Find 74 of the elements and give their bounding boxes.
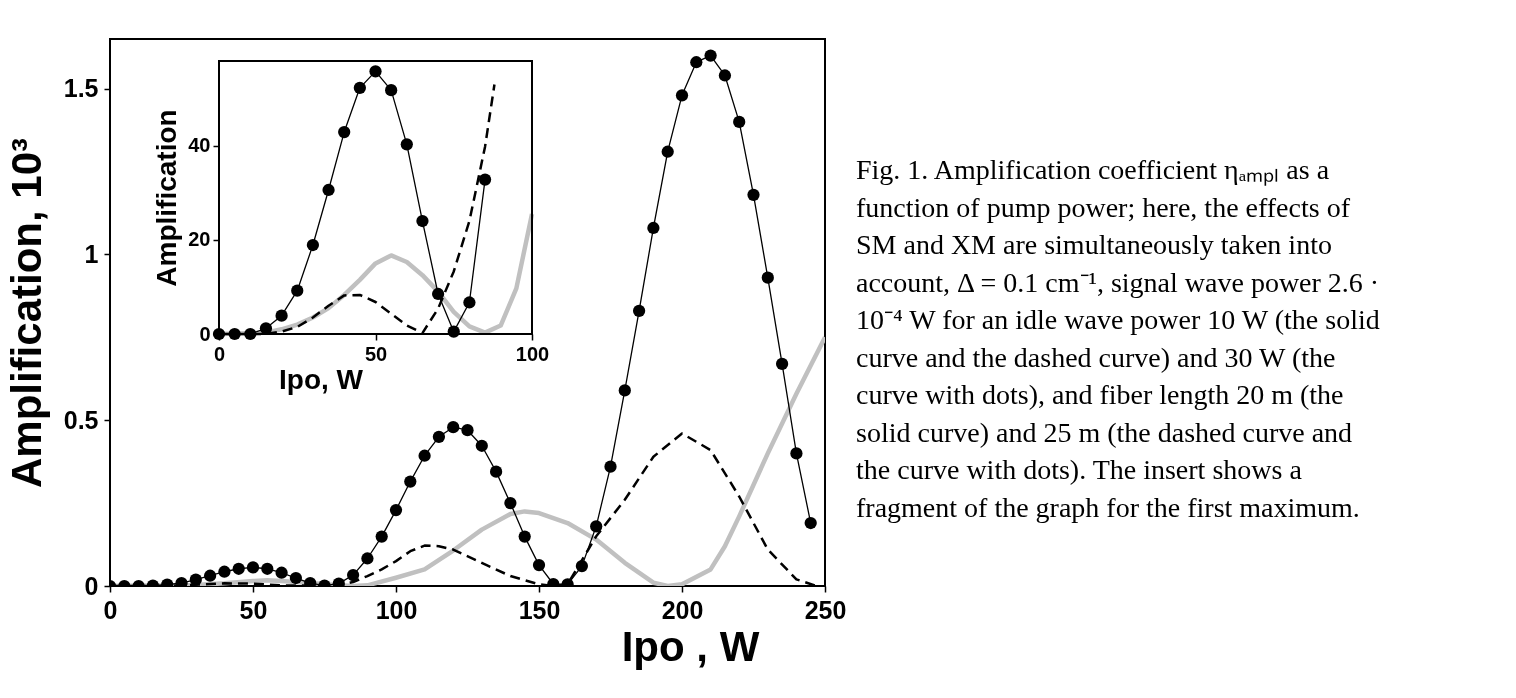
x-axis-title: Ipo , W [621, 622, 760, 670]
point [747, 188, 760, 201]
point [203, 569, 217, 582]
point [418, 449, 431, 462]
point [361, 552, 374, 565]
point [306, 238, 320, 252]
point [322, 183, 335, 197]
point [532, 559, 546, 572]
point [463, 296, 476, 309]
point [718, 69, 732, 82]
point [804, 516, 817, 530]
y-tick-label: 0 [84, 571, 99, 600]
y-axis-title: Amplification, 10³ [2, 137, 50, 489]
point [590, 520, 603, 533]
point [432, 430, 446, 443]
point [733, 115, 746, 128]
point [289, 571, 303, 585]
x-tick-label: 50 [364, 342, 388, 365]
x-tick-label: 200 [661, 595, 704, 624]
point [618, 384, 631, 397]
point [675, 89, 689, 102]
point [346, 568, 360, 582]
point [575, 560, 589, 573]
point [404, 475, 417, 488]
point [218, 565, 231, 578]
x-tick-label: 0 [213, 342, 226, 365]
point [369, 65, 382, 78]
y-tick-label: 0 [199, 322, 211, 345]
point [632, 304, 646, 317]
point [461, 424, 474, 437]
point [604, 460, 617, 473]
y-tick-label: 40 [188, 134, 211, 157]
point [389, 503, 403, 517]
point [275, 566, 288, 579]
y-axis-title: Amplification [151, 109, 183, 287]
y-tick-label: 1 [84, 239, 99, 268]
x-tick-label: 0 [103, 595, 118, 624]
x-axis-title: Ipo, W [279, 363, 364, 395]
point [478, 173, 492, 186]
point [353, 81, 366, 94]
point [447, 421, 460, 434]
x-tick-label: 100 [375, 595, 418, 624]
point [291, 284, 304, 297]
point [400, 138, 413, 151]
point [338, 125, 351, 139]
point [761, 271, 774, 284]
point [189, 573, 202, 586]
point [259, 322, 273, 335]
y-tick-label: 20 [188, 228, 211, 251]
point [647, 221, 660, 235]
point [690, 56, 703, 69]
point [246, 561, 260, 574]
point [261, 562, 274, 575]
y-tick-label: 0.5 [63, 405, 99, 434]
point [385, 84, 398, 97]
point [375, 530, 388, 543]
point [704, 49, 717, 62]
point [232, 562, 245, 575]
point [790, 447, 803, 460]
point [431, 287, 445, 301]
x-tick-label: 50 [239, 595, 268, 624]
point [518, 530, 531, 543]
y-tick-label: 1.5 [63, 74, 99, 103]
x-tick-label: 150 [518, 595, 561, 624]
point [489, 465, 503, 478]
point [775, 357, 789, 370]
point [504, 497, 517, 510]
point [416, 214, 429, 228]
point [475, 439, 488, 452]
x-tick-label: 100 [515, 342, 550, 365]
point [275, 309, 288, 322]
x-tick-label: 250 [804, 595, 847, 624]
point [661, 145, 674, 158]
text: Fig. 1. Amplification coefficient ηₐₘₚₗ as a function of pump power; here, the effects of SM and XM are simultaneously taken into account, Δ = 0.1 cm⁻¹, signal wave power 2.6 · 10⁻⁴ W for an idle wave power 10 W (the solid curve and the dashed curve) and 30 W (the curve with dots), and fiber length 20 m (the solid curve) and 25 m (the dashed curve and the curve with dots). The insert shows a fragment of the graph for the first maximum. [856, 154, 1380, 523]
